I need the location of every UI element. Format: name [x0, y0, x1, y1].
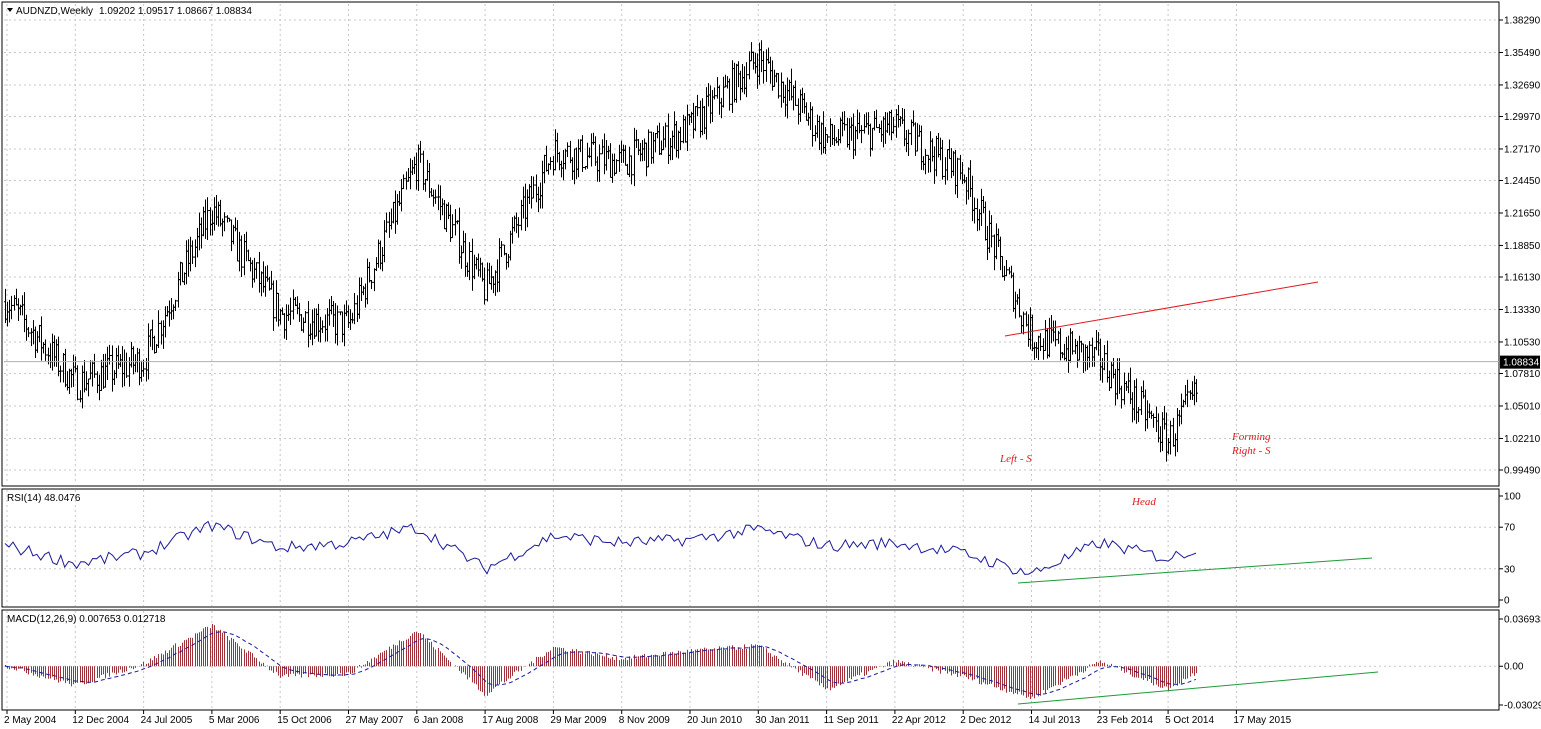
rsi-tick-label: 0 [1504, 596, 1510, 607]
macd-trendline [1017, 671, 1379, 705]
price-tick-label: 1.29970 [1504, 112, 1541, 123]
x-tick-label: 5 Mar 2006 [209, 715, 260, 726]
x-axis-ticks: 2 May 2004 12 Dec 2004 24 Jul 2005 5 Mar 20… [4, 710, 1292, 726]
y-axis-ticks: 1.38290 1.35490 1.32690 1.29970 1.27170 1.244… [1499, 16, 1541, 712]
grid [4, 4, 1499, 709]
macd-label: MACD(12,26,9) 0.007653 0.012718 [7, 614, 166, 625]
price-tick-label: 1.35490 [1504, 48, 1541, 59]
symbol-label: AUDNZD,Weekly [16, 6, 93, 17]
x-tick-label: 14 Jul 2013 [1029, 715, 1081, 726]
x-tick-label: 6 Jan 2008 [414, 715, 464, 726]
price-tick-label: 1.13330 [1504, 305, 1541, 316]
macd-signal-line [4, 631, 1197, 696]
macd-tick-label: -0.03029 [1504, 701, 1541, 712]
price-tick-label: 1.38290 [1504, 16, 1541, 27]
current-price-value: 1.08834 [1503, 358, 1540, 369]
trend-lines [1004, 281, 1379, 705]
rsi-line [4, 520, 1197, 575]
x-tick-label: 20 Jun 2010 [687, 715, 742, 726]
price-tick-label: 1.07810 [1504, 369, 1541, 380]
current-price-box [1500, 355, 1540, 369]
x-tick-label: 2 Dec 2012 [960, 715, 1012, 726]
price-tick-label: 1.24450 [1504, 176, 1541, 187]
head-label: Head [1131, 496, 1156, 508]
price-tick-label: 1.02210 [1504, 434, 1541, 445]
rsi-tick-label: 70 [1504, 523, 1516, 534]
left-shoulder-label: Left - S [999, 453, 1032, 465]
right-shoulder-label: Right - S [1231, 445, 1271, 457]
x-tick-label: 27 May 2007 [346, 715, 404, 726]
macd-series [4, 623, 1197, 699]
x-tick-label: 17 May 2015 [1233, 715, 1291, 726]
price-tick-label: 1.05010 [1504, 401, 1541, 412]
macd-panel-border [1, 609, 1500, 711]
x-tick-label: 2 May 2004 [4, 715, 57, 726]
forming-label: Forming [1231, 431, 1271, 443]
ohlc-values: 1.09202 1.09517 1.08667 1.08834 [99, 6, 252, 17]
price-tick-label: 1.32690 [1504, 80, 1541, 91]
rsi-panel-border [1, 488, 1500, 608]
x-tick-label: 30 Jan 2011 [755, 715, 810, 726]
macd-tick-label: 0.036933 [1504, 615, 1541, 626]
x-tick-label: 22 Apr 2012 [892, 715, 946, 726]
price-tick-label: 1.18850 [1504, 241, 1541, 252]
x-tick-label: 11 Sep 2011 [824, 715, 880, 726]
price-tick-label: 1.21650 [1504, 208, 1541, 219]
x-tick-label: 8 Nov 2009 [619, 715, 671, 726]
price-tick-label: 1.10530 [1504, 337, 1541, 348]
x-tick-label: 23 Feb 2014 [1097, 715, 1154, 726]
x-tick-label: 12 Dec 2004 [72, 715, 129, 726]
price-panel-border [1, 1, 1500, 487]
x-tick-label: 29 Mar 2009 [550, 715, 607, 726]
x-tick-label: 24 Jul 2005 [141, 715, 193, 726]
x-tick-label: 5 Oct 2014 [1165, 715, 1214, 726]
rsi-label: RSI(14) 48.0476 [7, 493, 81, 504]
x-tick-label: 17 Aug 2008 [482, 715, 539, 726]
rsi-trendline [1017, 557, 1373, 584]
price-bars [4, 40, 1198, 462]
rsi-tick-label: 30 [1504, 564, 1516, 575]
rsi-tick-label: 100 [1504, 492, 1521, 503]
dropdown-arrow-icon[interactable] [7, 8, 13, 12]
price-tick-label: 1.27170 [1504, 144, 1541, 155]
neckline-trendline [1004, 281, 1319, 337]
price-tick-label: 0.99490 [1504, 466, 1541, 477]
x-tick-label: 15 Oct 2006 [277, 715, 332, 726]
rsi-series [4, 520, 1197, 575]
macd-tick-label: 0.00 [1504, 662, 1524, 673]
price-tick-label: 1.16130 [1504, 273, 1541, 284]
